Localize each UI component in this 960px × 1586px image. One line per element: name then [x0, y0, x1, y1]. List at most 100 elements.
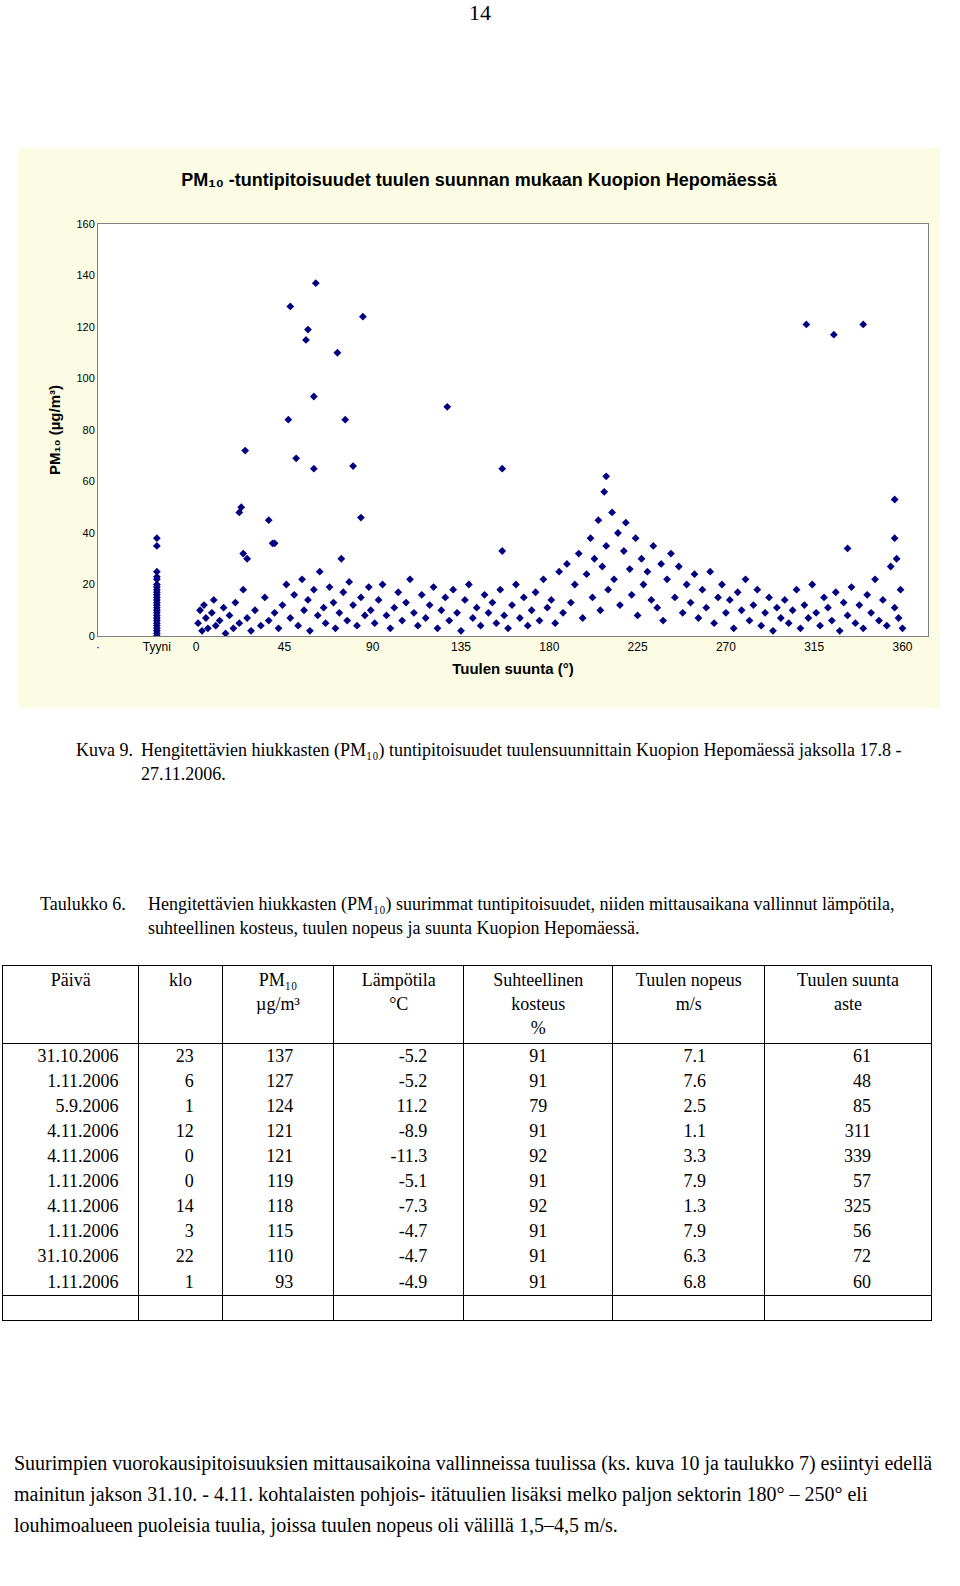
- html-text:23: 23: [175, 1046, 194, 1066]
- svg-text:80: 80: [83, 424, 95, 436]
- html-text:124: 124: [266, 1096, 294, 1116]
- svg-text:140: 140: [76, 269, 94, 281]
- html-text:121: 121: [266, 1121, 294, 1141]
- html-text:325: 325: [844, 1196, 871, 1216]
- html-text:91: 91: [529, 1271, 548, 1292]
- html-text:93: 93: [275, 1271, 294, 1292]
- svg-text:60: 60: [83, 475, 95, 487]
- html-text:µg/m³: µg/m³: [256, 994, 300, 1014]
- svg-text:90: 90: [366, 640, 380, 654]
- html-text:61: 61: [853, 1046, 871, 1066]
- html-text:115: 115: [267, 1221, 294, 1241]
- html-text:Suurimpien vuorokausipitoisuuk: Suurimpien vuorokausipitoisuuksien mitta…: [14, 1452, 933, 1536]
- svg-text:·: ·: [96, 640, 100, 654]
- html-text:14: 14: [469, 0, 491, 25]
- svg-text:225: 225: [628, 640, 648, 654]
- html-text:7.9: 7.9: [683, 1221, 707, 1241]
- html-text:7.6: 7.6: [683, 1071, 707, 1091]
- html-text:92: 92: [529, 1196, 548, 1216]
- html-text:Tuulen nopeus: Tuulen nopeus: [635, 970, 742, 990]
- html-text:Hengitettävien hiukkasten (PM₁: Hengitettävien hiukkasten (PM₁₀) suurimm…: [148, 894, 895, 938]
- html-text:119: 119: [267, 1171, 294, 1191]
- svg-text:270: 270: [716, 640, 736, 654]
- html-text:-5.2: -5.2: [398, 1046, 428, 1066]
- html-text:-11.3: -11.3: [390, 1146, 428, 1166]
- svg-text:20: 20: [83, 578, 95, 590]
- html-text:12: 12: [175, 1121, 194, 1141]
- html-text:Hengitettävien hiukkasten (PM₁: Hengitettävien hiukkasten (PM₁₀) tuntipi…: [141, 740, 902, 784]
- html-text:-4.9: -4.9: [398, 1271, 428, 1292]
- svg-text:315: 315: [804, 640, 824, 654]
- html-text:Päivä: Päivä: [50, 970, 91, 990]
- html-text:2.5: 2.5: [683, 1096, 707, 1116]
- html-text:Kuva 9.: Kuva 9.: [76, 740, 133, 760]
- svg-text:180: 180: [539, 640, 559, 654]
- html-text:Taulukko 6.: Taulukko 6.: [40, 894, 126, 914]
- svg-text:360: 360: [892, 640, 912, 654]
- html-text:aste: aste: [834, 994, 862, 1014]
- html-text:22: 22: [175, 1246, 194, 1266]
- svg-text:Tyyni: Tyyni: [143, 640, 171, 654]
- html-text:11.2: 11.2: [396, 1096, 428, 1116]
- svg-text:PM₁₀ (µg/m³): PM₁₀ (µg/m³): [46, 385, 63, 475]
- html-text:5.9.2006: 5.9.2006: [55, 1096, 119, 1116]
- html-text:137: 137: [266, 1046, 294, 1066]
- html-text:4.11.2006: 4.11.2006: [47, 1196, 119, 1216]
- html-text:110: 110: [267, 1246, 294, 1266]
- html-text:1.3: 1.3: [683, 1196, 707, 1216]
- html-text:7.9: 7.9: [683, 1171, 707, 1191]
- html-text:91: 91: [529, 1121, 548, 1141]
- svg-text:160: 160: [76, 218, 94, 230]
- html-text:1.11.2006: 1.11.2006: [47, 1221, 119, 1241]
- html-text:4.11.2006: 4.11.2006: [47, 1146, 119, 1166]
- html-text:-8.9: -8.9: [398, 1121, 428, 1141]
- svg-text:PM₁₀ -tuntipitoisuudet tuulen: PM₁₀ -tuntipitoisuudet tuulen suunnan mu…: [181, 170, 778, 190]
- html-text:-5.2: -5.2: [398, 1071, 428, 1091]
- svg-text:40: 40: [83, 527, 95, 539]
- html-text:1.1: 1.1: [683, 1121, 707, 1141]
- html-text:121: 121: [266, 1146, 294, 1166]
- html-text:6.8: 6.8: [683, 1271, 707, 1292]
- html-text:1.11.2006: 1.11.2006: [47, 1071, 119, 1091]
- html-text:Lämpötila: Lämpötila: [361, 970, 436, 990]
- html-text:79: 79: [529, 1096, 548, 1116]
- html-text:klo: klo: [169, 970, 193, 990]
- html-text:m/s: m/s: [675, 994, 702, 1014]
- svg-text:Tuulen suunta (°): Tuulen suunta (°): [452, 660, 574, 677]
- html-text:127: 127: [266, 1071, 294, 1091]
- html-text:91: 91: [529, 1071, 548, 1091]
- html-text:-4.7: -4.7: [398, 1221, 428, 1241]
- svg-text:0: 0: [89, 630, 95, 642]
- html-text:1.11.2006: 1.11.2006: [47, 1271, 119, 1292]
- html-text:-5.1: -5.1: [398, 1171, 428, 1191]
- html-text:91: 91: [529, 1246, 548, 1266]
- svg-text:120: 120: [76, 321, 94, 333]
- html-text:31.10.2006: 31.10.2006: [37, 1246, 119, 1266]
- html-text:°C: °C: [389, 994, 409, 1014]
- html-text:4.11.2006: 4.11.2006: [47, 1121, 119, 1141]
- html-text:6.3: 6.3: [683, 1246, 707, 1266]
- svg-text:135: 135: [451, 640, 471, 654]
- html-text:91: 91: [529, 1171, 548, 1191]
- html-text:339: 339: [844, 1146, 871, 1166]
- html-text:92: 92: [529, 1146, 548, 1166]
- html-text:48: 48: [853, 1071, 871, 1091]
- html-text:311: 311: [844, 1121, 871, 1141]
- svg-text:0: 0: [193, 640, 200, 654]
- html-text:Suhteellinen: Suhteellinen: [493, 970, 584, 990]
- html-text:-7.3: -7.3: [398, 1196, 428, 1216]
- html-text:14: 14: [175, 1196, 194, 1216]
- html-text:3.3: 3.3: [683, 1146, 707, 1166]
- html-text:1.11.2006: 1.11.2006: [47, 1171, 119, 1191]
- html-text:31.10.2006: 31.10.2006: [37, 1046, 119, 1066]
- svg-text:100: 100: [76, 372, 94, 384]
- html-text:kosteus: kosteus: [511, 994, 566, 1014]
- html-text:7.1: 7.1: [683, 1046, 707, 1066]
- svg-text:45: 45: [278, 640, 292, 654]
- html-text:91: 91: [529, 1046, 548, 1066]
- html-text:91: 91: [529, 1221, 548, 1241]
- html-text:-4.7: -4.7: [398, 1246, 428, 1266]
- html-text:Tuulen suunta: Tuulen suunta: [797, 970, 899, 990]
- html-text:PM₁₀: PM₁₀: [258, 970, 298, 990]
- html-text:118: 118: [267, 1196, 294, 1216]
